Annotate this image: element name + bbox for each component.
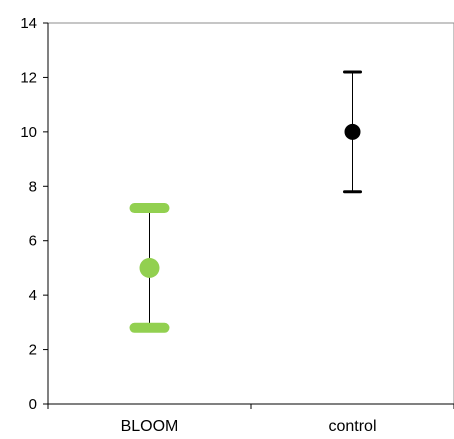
data-point-marker xyxy=(344,123,361,140)
data-point-marker xyxy=(139,257,160,278)
y-tick-label: 4 xyxy=(29,287,37,304)
y-tick-labels: 0 2 4 6 8 10 12 14 xyxy=(20,15,37,413)
y-tick-label: 10 xyxy=(20,124,37,141)
x-category-label: BLOOM xyxy=(121,418,179,435)
y-tick-label: 0 xyxy=(29,396,37,413)
data-series xyxy=(129,70,362,333)
y-tick-label: 2 xyxy=(29,342,37,359)
y-tick-label: 8 xyxy=(29,178,37,195)
x-category-labels: BLOOM control xyxy=(121,418,377,435)
plot-area xyxy=(47,22,454,405)
axes xyxy=(43,22,454,409)
x-category-label: control xyxy=(328,418,376,435)
y-tick-label: 6 xyxy=(29,233,37,250)
y-tick-label: 12 xyxy=(20,69,37,86)
y-tick-label: 14 xyxy=(20,15,37,32)
